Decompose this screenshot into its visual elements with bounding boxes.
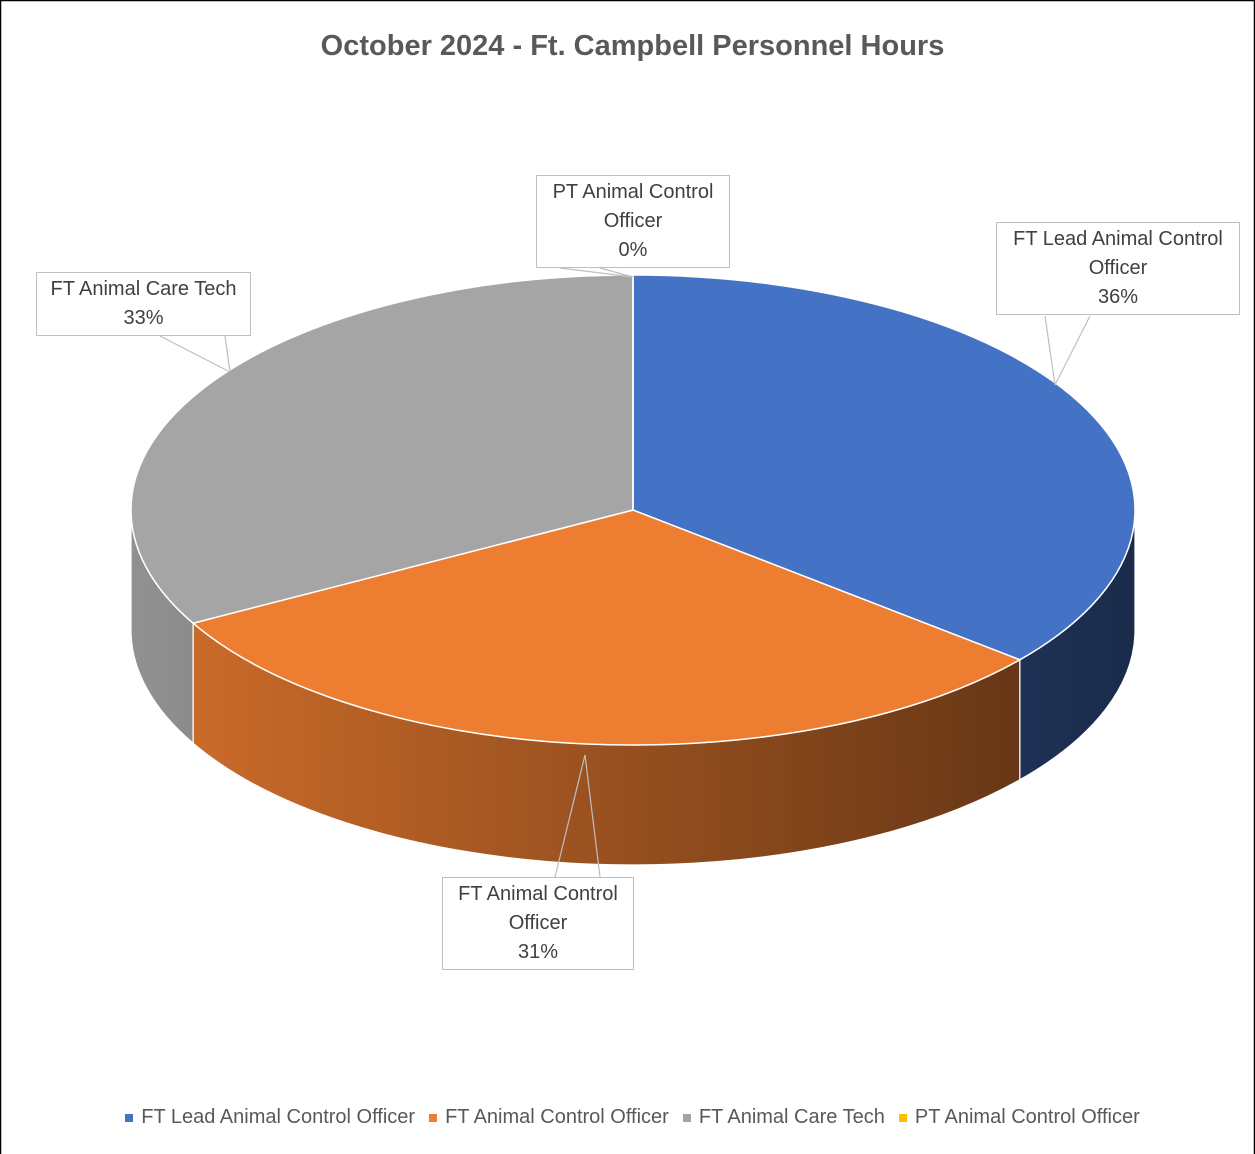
data-label-value: 0% <box>618 239 648 261</box>
legend-item: PT Animal Control Officer <box>898 1106 1140 1129</box>
leader-line <box>224 335 231 373</box>
data-label-value: 31% <box>517 941 559 963</box>
leader-line <box>559 267 634 278</box>
slice <box>191 509 1022 746</box>
legend-label: FT Animal Control Officer <box>445 1106 669 1128</box>
data-label-category: FT Animal Care Tech <box>50 278 237 300</box>
legend-label: FT Lead Animal Control Officer <box>141 1106 416 1128</box>
legend-label: FT Animal Care Tech <box>698 1106 885 1128</box>
data-label-category: FT Lead Animal Control Officer <box>1013 228 1223 279</box>
data-label: PT Animal Control Officer 0% <box>536 175 730 268</box>
leader-line <box>599 267 634 278</box>
data-label: FT Animal Care Tech 33% <box>36 272 251 336</box>
data-label: FT Animal Control Officer 31% <box>442 877 634 970</box>
legend-item: FT Animal Care Tech <box>682 1106 885 1129</box>
leader-line <box>584 754 601 878</box>
data-label-category: FT Animal Control Officer <box>458 883 618 934</box>
legend-item: FT Lead Animal Control Officer <box>125 1106 415 1129</box>
leader-line <box>159 335 231 373</box>
legend-swatch <box>429 1113 438 1122</box>
chart-title: October 2024 - Ft. Campbell Personnel Ho… <box>320 30 945 62</box>
legend-item: FT Animal Control Officer <box>429 1106 669 1129</box>
legend-swatch <box>682 1113 691 1122</box>
legend-swatch <box>898 1113 907 1122</box>
legend-swatch <box>125 1113 134 1122</box>
legend: FT Lead Animal Control Officer FT Animal … <box>0 1106 1255 1129</box>
leader-line <box>554 754 586 878</box>
data-label-value: 33% <box>123 307 164 329</box>
legend-label: PT Animal Control Officer <box>914 1106 1140 1128</box>
leader-line <box>1044 315 1056 386</box>
slice <box>632 274 1136 661</box>
slice <box>130 274 634 625</box>
data-label-category: PT Animal Control Officer <box>552 181 714 232</box>
leader-line <box>1054 315 1091 386</box>
data-label: FT Lead Animal Control Officer 36% <box>996 222 1240 315</box>
data-label-value: 36% <box>1097 286 1139 308</box>
